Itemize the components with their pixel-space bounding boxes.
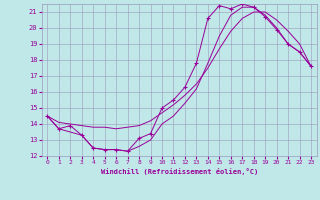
- X-axis label: Windchill (Refroidissement éolien,°C): Windchill (Refroidissement éolien,°C): [100, 168, 258, 175]
